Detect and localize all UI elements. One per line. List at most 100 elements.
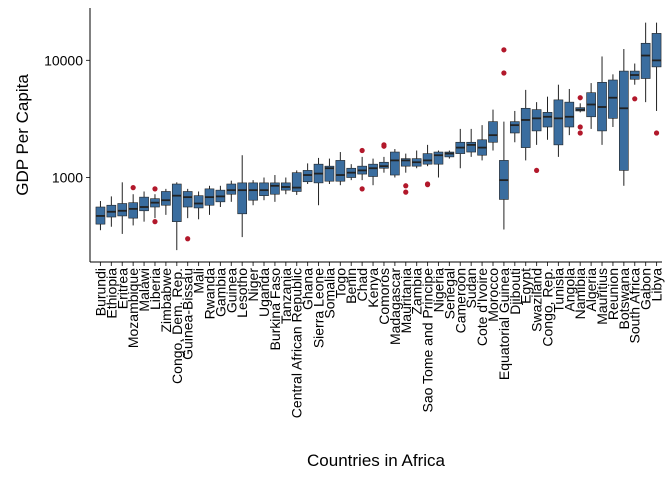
box: [226, 183, 237, 195]
outlier: [152, 219, 158, 225]
outlier: [653, 130, 660, 136]
x-tick-label: Burundi: [92, 268, 108, 316]
x-tick-label: Comoros: [376, 268, 392, 325]
x-tick-label: Tanzania: [278, 268, 294, 324]
x-tick-label: Mauritius: [594, 268, 610, 325]
x-tick-label: Nigeria: [430, 268, 446, 313]
outlier: [185, 236, 191, 242]
x-tick-label: Burkina Faso: [267, 268, 283, 351]
x-tick-label: Zambia: [409, 268, 425, 315]
x-tick-label: Botswana: [616, 268, 632, 330]
box: [542, 112, 553, 128]
x-tick-label: Reunion: [605, 268, 621, 320]
box: [509, 121, 520, 134]
box: [139, 196, 149, 212]
x-tick-label: Ethiopia: [103, 268, 119, 319]
x-tick-label: Guinea: [223, 268, 239, 313]
x-tick-label: Niger: [245, 268, 261, 302]
box: [335, 160, 346, 182]
x-tick-label: Morocco: [485, 268, 501, 322]
box: [400, 158, 411, 167]
box: [161, 191, 171, 206]
x-tick-label: Mozambique: [125, 268, 141, 348]
box: [171, 183, 182, 222]
box: [619, 70, 629, 171]
x-tick-label: Senegal: [441, 268, 457, 319]
box: [553, 99, 564, 146]
box: [193, 195, 204, 209]
box: [531, 109, 542, 132]
x-tick-label: Kenya: [365, 268, 381, 308]
box: [291, 172, 302, 192]
box: [640, 42, 651, 79]
x-tick-label: Swaziland: [529, 268, 545, 332]
x-tick-label: Zimbabwe: [158, 268, 174, 333]
x-tick-label: Madagascar: [387, 268, 403, 345]
box: [379, 161, 389, 169]
x-tick-label: Algeria: [583, 268, 599, 312]
box: [422, 153, 433, 165]
x-tick-label: Chad: [354, 268, 370, 301]
x-tick-label: Tunisia: [550, 268, 566, 313]
x-tick-label: Lesotho: [234, 268, 250, 318]
x-tick-label: Uganda: [256, 268, 272, 317]
outlier: [577, 124, 583, 130]
x-tick-label: Congo, Rep.: [540, 268, 556, 347]
box: [117, 203, 128, 217]
outlier: [403, 183, 409, 189]
outlier: [577, 95, 583, 101]
x-tick-label: Sao Tome and Principe: [420, 268, 436, 413]
x-tick-label: Togo: [332, 268, 348, 299]
outlier: [130, 185, 136, 191]
box: [302, 170, 313, 183]
box: [324, 165, 335, 182]
x-tick-label: Liberia: [147, 268, 163, 310]
box: [520, 107, 531, 148]
x-tick-label: Central African Republic: [289, 268, 305, 418]
x-tick-label: Sudan: [463, 268, 479, 308]
box: [651, 33, 662, 68]
x-tick-label: South Africa: [627, 268, 643, 344]
outlier: [359, 186, 365, 192]
outlier: [501, 47, 507, 53]
y-tick-label: 10000: [44, 52, 83, 68]
x-tick-label: Cameroon: [452, 268, 468, 333]
x-tick-label: Libya: [649, 268, 665, 302]
x-tick-label: Guinea-Bissau: [180, 268, 196, 360]
x-tick-label: Angola: [561, 268, 577, 312]
box: [182, 191, 193, 208]
x-tick-label: Cote d'Ivoire: [474, 268, 490, 346]
x-tick-label: Ghana: [300, 268, 316, 310]
box: [433, 151, 444, 165]
outlier: [403, 189, 409, 195]
x-tick-label: Benin: [343, 268, 359, 304]
x-tick-label: Somalia: [321, 268, 337, 319]
outlier: [501, 70, 507, 76]
outlier: [632, 96, 638, 102]
box: [128, 202, 138, 219]
box: [608, 79, 618, 119]
y-axis-title: GDP Per Capita: [13, 74, 32, 196]
x-tick-label: Mali: [191, 268, 207, 294]
box: [248, 182, 258, 201]
x-tick-label: Rwanda: [201, 268, 217, 320]
outlier: [359, 147, 365, 154]
outlier: [424, 181, 431, 187]
box: [466, 141, 476, 153]
x-tick-label: Sierra Leone: [311, 268, 327, 348]
x-tick-label: Namibia: [572, 268, 588, 320]
outlier: [152, 186, 158, 192]
x-tick-label: Gambia: [212, 268, 228, 317]
box: [368, 163, 378, 177]
x-tick-label: Eritrea: [114, 268, 130, 309]
x-tick-label: Egypt: [518, 268, 534, 304]
box: [237, 182, 248, 215]
y-tick-label: 1000: [52, 170, 83, 186]
outlier: [381, 143, 387, 149]
box: [390, 151, 400, 176]
x-tick-label: Gabon: [638, 268, 654, 310]
outlier: [577, 130, 583, 136]
x-tick-label: Djibouti: [507, 268, 523, 315]
